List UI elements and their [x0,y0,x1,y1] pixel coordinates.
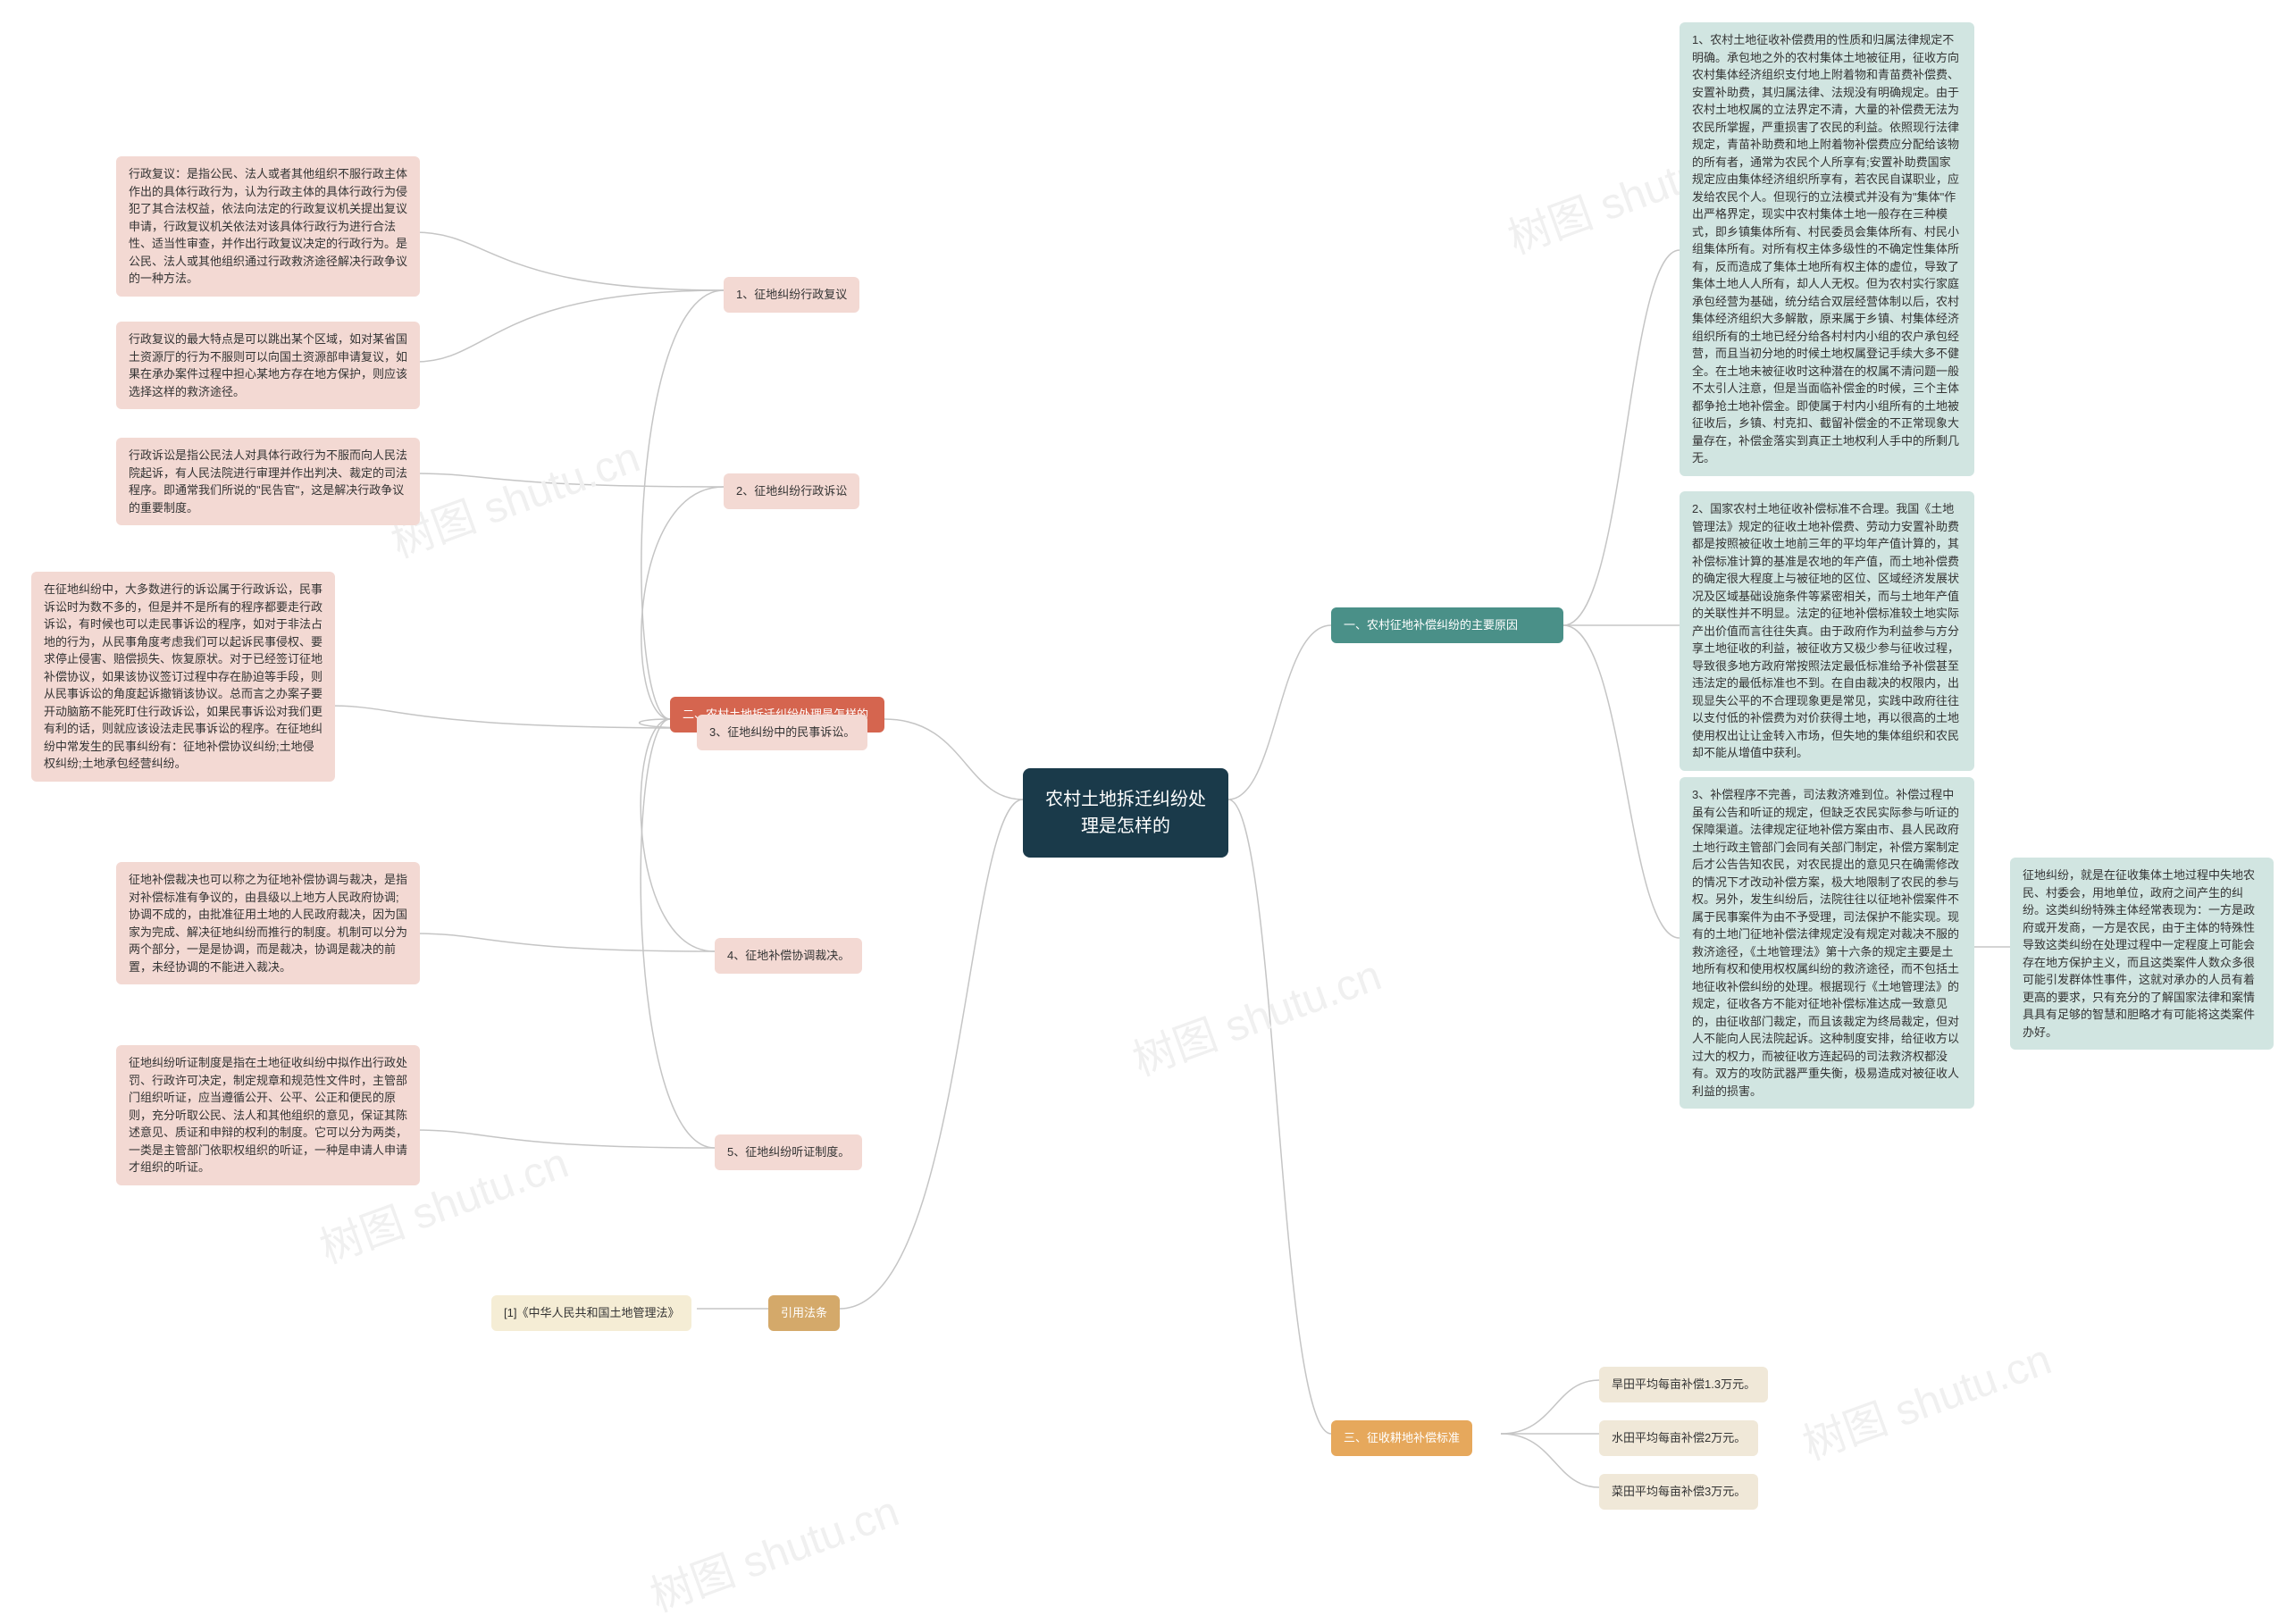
s2-item5-leaf1: 征地纠纷听证制度是指在土地征收纠纷中拟作出行政处罚、行政许可决定，制定规章和规范… [116,1045,420,1185]
watermark: 树图 shutu.cn [1793,1324,2058,1471]
s2-item2-leaf1: 行政诉讼是指公民法人对具体行政行为不服而向人民法院起诉，有人民法院进行审理并作出… [116,438,420,525]
s2-item3-leaf1: 在征地纠纷中，大多数进行的诉讼属于行政诉讼，民事诉讼时为数不多的，但是并不是所有… [31,572,335,782]
s2-item3[interactable]: 3、征地纠纷中的民事诉讼。 [697,715,867,750]
watermark: 树图 shutu.cn [1123,940,1388,1087]
leaf-s1-3: 3、补偿程序不完善，司法救济难到位。补偿过程中虽有公告和听证的规定，但缺乏农民实… [1680,777,1974,1109]
watermark: 树图 shutu.cn [641,1476,906,1623]
s2-item1[interactable]: 1、征地纠纷行政复议 [724,277,859,313]
branch-section3[interactable]: 三、征收耕地补偿标准 [1331,1420,1472,1456]
leaf-s1-2: 2、国家农村土地征收补偿标准不合理。我国《土地管理法》规定的征收土地补偿费、劳动… [1680,491,1974,771]
s2-item1-leaf2: 行政复议的最大特点是可以跳出某个区域，如对某省国土资源厅的行为不服则可以向国土资… [116,322,420,409]
leaf-s3-2: 水田平均每亩补偿2万元。 [1599,1420,1758,1456]
s2-item1-leaf1: 行政复议：是指公民、法人或者其他组织不服行政主体作出的具体行政行为，认为行政主体… [116,156,420,297]
branch-section1[interactable]: 一、农村征地补偿纠纷的主要原因 [1331,607,1563,643]
leaf-s1-1: 1、农村土地征收补偿费用的性质和归属法律规定不明确。承包地之外的农村集体土地被征… [1680,22,1974,476]
s2-item5[interactable]: 5、征地纠纷听证制度。 [715,1134,862,1170]
s2-item2[interactable]: 2、征地纠纷行政诉讼 [724,473,859,509]
s2-item4[interactable]: 4、征地补偿协调裁决。 [715,938,862,974]
branch-citation[interactable]: 引用法条 [768,1295,840,1331]
leaf-s3-1: 旱田平均每亩补偿1.3万元。 [1599,1367,1768,1402]
citation-item: [1]《中华人民共和国土地管理法》 [491,1295,691,1331]
leaf-s3-3: 菜田平均每亩补偿3万元。 [1599,1474,1758,1510]
watermark: 树图 shutu.cn [381,422,647,569]
leaf-s1-3-extra: 征地纠纷，就是在征收集体土地过程中失地农民、村委会，用地单位，政府之间产生的纠纷… [2010,858,2274,1050]
center-node[interactable]: 农村土地拆迁纠纷处理是怎样的 [1023,768,1228,858]
s2-item4-leaf1: 征地补偿裁决也可以称之为征地补偿协调与裁决，是指对补偿标准有争议的，由县级以上地… [116,862,420,984]
